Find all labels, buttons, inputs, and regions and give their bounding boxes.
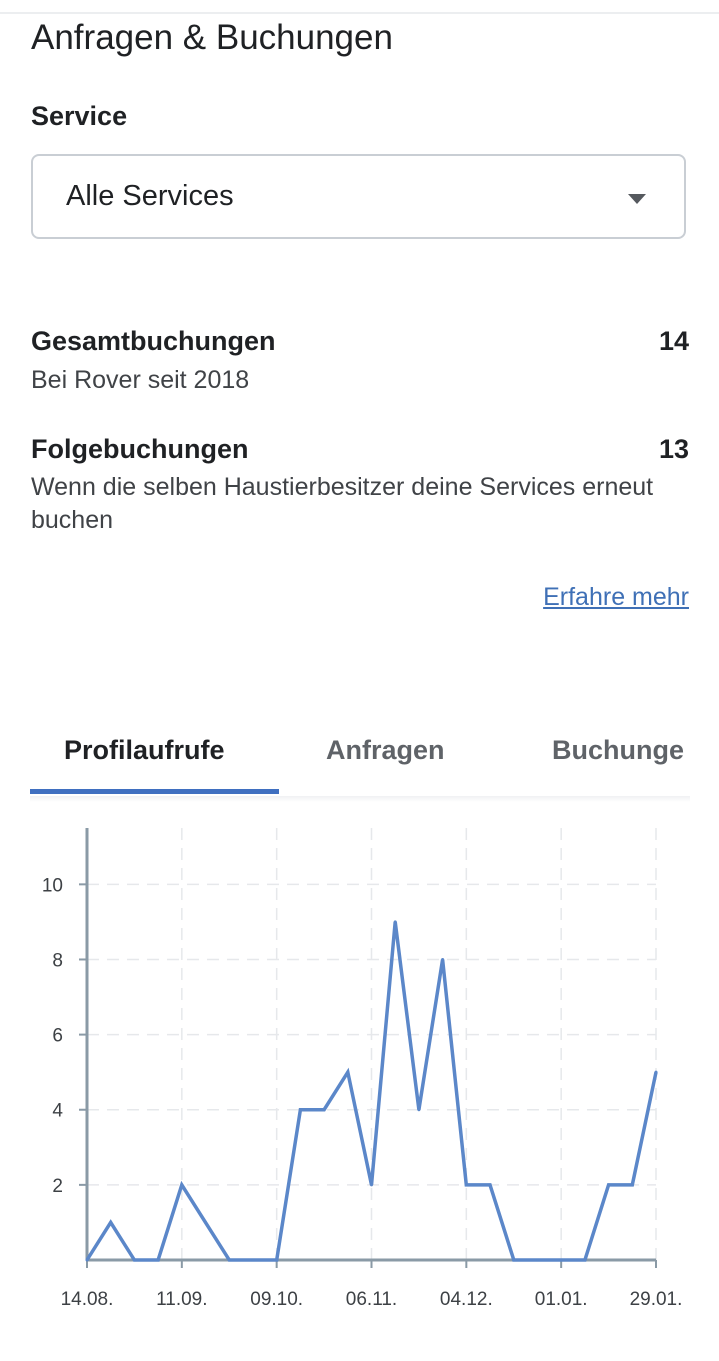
data-point-19 (535, 1258, 539, 1262)
tab-bookings[interactable]: Buchunge (552, 735, 684, 765)
x-tick-label-2: 09.10. (250, 1289, 303, 1310)
x-tick-label-3: 06.11. (346, 1289, 397, 1310)
data-point-4 (180, 1183, 184, 1187)
data-point-9 (298, 1108, 302, 1112)
data-point-23 (630, 1183, 634, 1187)
repeat-bookings-value: 13 (658, 434, 689, 464)
data-point-5 (204, 1220, 208, 1224)
data-point-10 (322, 1108, 326, 1112)
total-bookings-title: Gesamtbuchungen (31, 326, 276, 356)
tab-requests[interactable]: Anfragen (326, 735, 445, 765)
y-tick-label-10: 10 (42, 875, 63, 896)
x-tick-label-1: 11.09. (156, 1289, 207, 1310)
data-point-3 (156, 1258, 160, 1262)
data-point-24 (654, 1070, 658, 1074)
repeat-bookings-title: Folgebuchungen (31, 434, 249, 464)
data-point-14 (417, 1108, 421, 1112)
y-tick-label-2: 2 (52, 1176, 63, 1197)
data-point-18 (512, 1258, 516, 1262)
data-point-7 (251, 1258, 255, 1262)
x-tick-label-6: 29.01. (630, 1289, 683, 1310)
y-tick-label-6: 6 (52, 1026, 63, 1047)
total-bookings-description: Bei Rover seit 2018 (31, 366, 250, 394)
tabs-shadow (30, 796, 690, 802)
data-point-1 (109, 1220, 113, 1224)
data-point-20 (559, 1258, 563, 1262)
profile-views-chart: 2 4 6 8 10 14.08. 11.09. 09.10. 06.11. 04.12. 01.0… (42, 828, 683, 1310)
x-tick-label-4: 04.12. (440, 1289, 493, 1310)
active-tab-indicator (30, 789, 279, 794)
total-bookings-value: 14 (658, 326, 689, 356)
tab-profile-views[interactable]: Profilaufrufe (64, 735, 225, 765)
y-tick-label-8: 8 (52, 950, 63, 971)
x-tick-label-0: 14.08. (61, 1289, 114, 1310)
page-title: Anfragen & Buchungen (31, 18, 393, 57)
data-point-6 (227, 1258, 231, 1262)
data-point-15 (441, 957, 445, 961)
data-point-0 (85, 1258, 89, 1262)
data-point-17 (488, 1183, 492, 1187)
stats-tabs: Profilaufrufe Anfragen Buchunge (30, 722, 690, 798)
y-tick-label-4: 4 (52, 1101, 63, 1122)
data-point-8 (275, 1258, 279, 1262)
data-point-21 (583, 1258, 587, 1262)
service-select-value: Alle Services (66, 180, 234, 212)
top-divider (0, 12, 719, 14)
service-label: Service (31, 101, 128, 131)
x-tick-label-5: 01.01. (535, 1289, 588, 1310)
caret-down-icon (628, 194, 646, 204)
data-point-11 (346, 1070, 350, 1074)
learn-more-link[interactable]: Erfahre mehr (543, 583, 689, 611)
service-select[interactable]: Alle Services (31, 154, 686, 239)
data-point-16 (464, 1183, 468, 1187)
data-point-2 (132, 1258, 136, 1262)
data-point-12 (370, 1183, 373, 1187)
data-point-13 (393, 920, 397, 924)
repeat-bookings-description: Wenn die selben Haustierbesitzer deine S… (31, 473, 654, 534)
data-point-22 (607, 1183, 611, 1187)
